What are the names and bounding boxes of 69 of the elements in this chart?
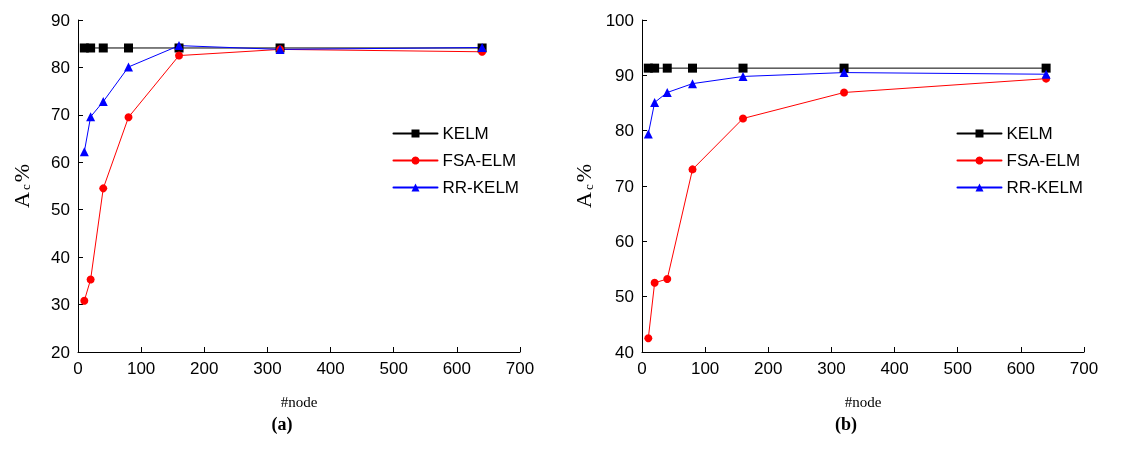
point (688, 165, 697, 174)
y-tick-label: 50 (51, 200, 70, 220)
point (644, 334, 653, 343)
legend-label: RR-KELM (442, 178, 520, 197)
x-tick-label: 200 (754, 359, 783, 378)
y-tick-label: 90 (615, 65, 634, 85)
y-tick-label: 40 (51, 247, 70, 267)
point (650, 97, 660, 107)
x-tick-label: 400 (316, 359, 345, 378)
y-tick-label: 70 (615, 176, 634, 196)
x-tick-label: 600 (1006, 359, 1036, 378)
legend-label: KELM (1006, 124, 1053, 143)
point (662, 63, 672, 73)
y-tick-label: 80 (51, 57, 70, 77)
point (124, 43, 134, 53)
text: (b) (835, 414, 857, 435)
y-tick-label: 60 (51, 152, 70, 172)
x-tick-label: 100 (690, 359, 720, 378)
point (650, 278, 659, 287)
point (840, 88, 849, 97)
x-tick-label: 300 (817, 359, 846, 378)
point (738, 71, 748, 81)
point (86, 275, 95, 284)
x-tick-label: 200 (190, 359, 219, 378)
point (739, 114, 748, 123)
legend-label: RR-KELM (1006, 178, 1084, 197)
text: (a) (271, 414, 293, 435)
x-axis-title: #node (280, 393, 318, 410)
x-tick-label: 500 (379, 359, 408, 378)
legend-label: FSA-ELM (442, 151, 517, 170)
y-tick-label: 90 (51, 10, 70, 30)
point (688, 79, 698, 89)
point (99, 184, 108, 193)
point (124, 62, 134, 72)
y-tick-label: 70 (51, 105, 70, 125)
y-axis-title: Ac% (571, 164, 597, 208)
point (688, 63, 698, 73)
point (1041, 63, 1051, 73)
point (1041, 69, 1051, 79)
point (738, 63, 748, 73)
y-tick-label: 100 (605, 10, 634, 30)
y-tick-label: 60 (615, 231, 634, 251)
point (663, 274, 672, 283)
x-tick-label: 300 (253, 359, 282, 378)
point (86, 43, 96, 53)
y-tick-label: 20 (51, 342, 70, 362)
y-tick-label: 30 (51, 295, 70, 315)
point (98, 43, 108, 53)
x-tick-label: 500 (943, 359, 972, 378)
y-tick-label: 80 (615, 121, 634, 141)
point (175, 51, 184, 60)
x-tick-label: 700 (1069, 359, 1099, 378)
x-tick-label: 0 (73, 359, 83, 378)
point (662, 87, 672, 97)
y-tick-label: 40 (615, 342, 634, 362)
x-tick-label: 100 (126, 359, 156, 378)
point (124, 113, 133, 122)
y-axis-title: Ac% (8, 164, 34, 208)
x-tick-label: 700 (505, 359, 535, 378)
x-tick-label: 0 (637, 359, 647, 378)
legend-label: KELM (442, 124, 489, 143)
x-axis-title: #node (844, 393, 882, 410)
point (839, 68, 849, 78)
y-tick-label: 50 (615, 287, 634, 307)
x-tick-label: 600 (442, 359, 472, 378)
legend-label: FSA-ELM (1006, 151, 1081, 170)
x-tick-label: 400 (880, 359, 909, 378)
point (650, 63, 660, 73)
point (80, 296, 89, 305)
